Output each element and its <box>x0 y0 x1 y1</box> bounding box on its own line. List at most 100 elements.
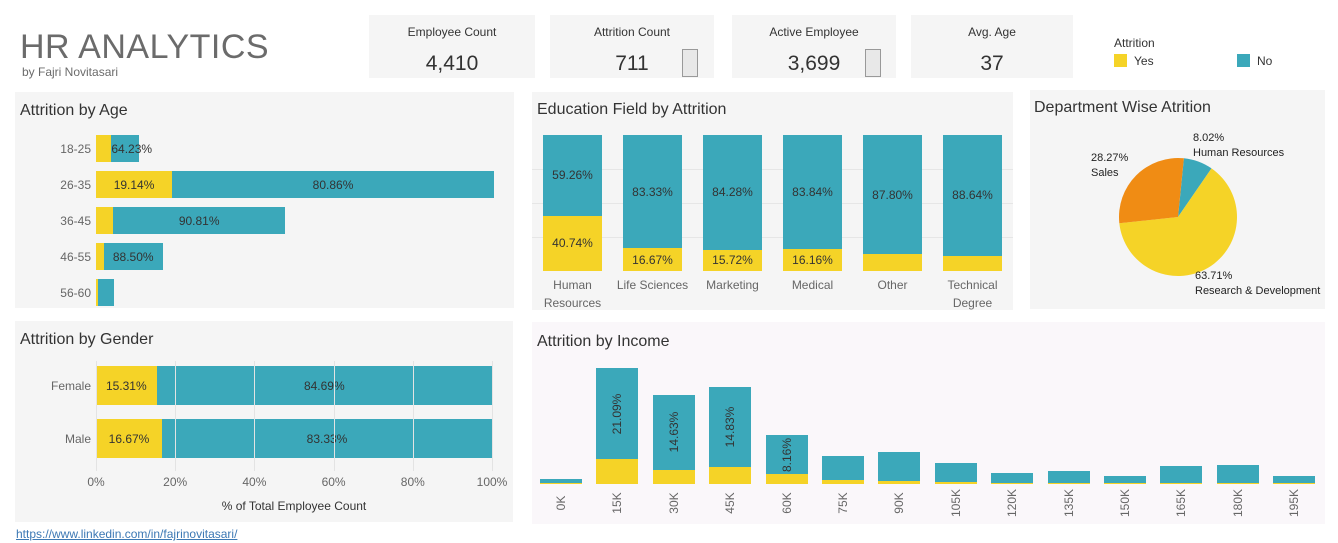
pie-label: 28.27% Sales <box>1091 151 1128 181</box>
department-pie <box>1119 158 1237 276</box>
edu-category-label: Technical <box>947 278 998 292</box>
edu-label-yes: 40.74% <box>552 236 593 251</box>
income-label: 21.09% <box>610 393 625 435</box>
age-bar-no <box>103 243 163 270</box>
kpi-label: Avg. Age <box>968 25 1016 39</box>
gender-bar-yes <box>96 419 162 458</box>
income-bar-no <box>1104 475 1146 484</box>
edu-bar-yes <box>623 248 682 271</box>
edu-gridline <box>532 203 1013 204</box>
edu-bar-no <box>943 135 1002 256</box>
edu-label-no: 87.80% <box>872 187 913 202</box>
edu-bar-no <box>703 135 762 250</box>
edu-gridline <box>532 169 1013 170</box>
age-category-label: 56-60 <box>60 286 91 300</box>
kpi-indicator[interactable] <box>865 49 881 77</box>
kpi-value: 37 <box>980 52 1004 75</box>
pie-label: 8.02% Human Resources <box>1193 131 1284 161</box>
chart-title: Department Wise Atrition <box>1034 99 1211 116</box>
kpi-label: Attrition Count <box>593 25 671 39</box>
gender-category-label: Female <box>50 379 91 393</box>
panel-attrition-by-gender: Attrition by Gender Female 15.31% 84.69% Ma… <box>15 321 513 522</box>
edu-label-yes: 16.16% <box>792 253 833 267</box>
income-x-tick: 120K <box>1005 488 1020 518</box>
edu-category-label: Resources <box>543 296 602 310</box>
income-bar-yes <box>765 474 808 484</box>
gender-x-tick: 40% <box>242 475 267 489</box>
edu-category-label: Degree <box>952 296 993 310</box>
kpi-label: Active Employee <box>769 25 859 39</box>
age-label-yes: 19.14% <box>113 178 155 192</box>
pie-slice-research-development[interactable] <box>1119 168 1237 276</box>
panel-department-attrition: Department Wise Atrition 8.02% Human Reso… <box>1030 90 1325 309</box>
income-bar-no <box>596 368 639 460</box>
pie-slice-sales[interactable] <box>1119 158 1184 224</box>
income-bar-yes <box>709 466 752 484</box>
income-x-tick: 135K <box>1061 488 1076 518</box>
income-x-tick: 180K <box>1230 488 1245 518</box>
age-bar-yes <box>96 243 104 270</box>
income-bar-no <box>1047 470 1090 483</box>
age-label-no: 64.23% <box>111 142 153 156</box>
kpi-indicator[interactable] <box>682 49 698 77</box>
gender-x-gridline <box>175 361 177 471</box>
age-category-label: 46-55 <box>60 250 91 264</box>
edu-label-no: 88.64% <box>952 188 993 203</box>
edu-label-yes: 16.67% <box>632 252 673 267</box>
edu-label-no: 83.84% <box>792 185 833 199</box>
age-category-label: 36-45 <box>60 214 91 228</box>
age-label-no: 88.50% <box>112 250 154 264</box>
age-bar-no <box>98 279 114 306</box>
gender-x-tick: 0% <box>87 475 105 489</box>
age-bar-yes <box>96 279 99 306</box>
edu-bar-yes <box>943 255 1002 271</box>
income-bar-yes <box>991 482 1034 484</box>
edu-category-label: Human <box>553 278 592 292</box>
income-bar-no <box>765 435 808 475</box>
edu-label-no: 84.28% <box>712 185 753 200</box>
income-bar-no <box>709 386 752 467</box>
legend-item-yes[interactable]: Yes <box>1114 54 1154 68</box>
income-bar-no <box>934 462 977 482</box>
gender-bar-no <box>162 419 492 458</box>
linkedin-link[interactable]: https://www.linkedin.com/in/fajrinovitas… <box>16 527 238 541</box>
age-label-no: 80.86% <box>312 178 354 192</box>
income-x-tick: 105K <box>948 488 963 518</box>
gender-label-no: 84.69% <box>303 379 345 393</box>
income-bar-no <box>1160 465 1203 483</box>
gender-x-gridline <box>96 361 97 471</box>
income-bar-yes <box>878 480 921 484</box>
income-bar-no <box>991 473 1034 483</box>
age-bar-no <box>113 207 285 234</box>
income-x-tick: 15K <box>610 492 625 514</box>
age-bar-yes <box>96 171 173 198</box>
income-bar-yes <box>822 479 864 484</box>
pie-label-value: 63.71% <box>1195 270 1233 282</box>
income-bar-yes <box>596 459 639 484</box>
income-bar-no <box>652 394 695 471</box>
income-bar-no <box>1216 465 1259 483</box>
income-bar-yes <box>1047 482 1090 484</box>
income-x-tick: 75K <box>836 492 850 514</box>
edu-label-no: 59.26% <box>552 168 593 183</box>
panel-attrition-by-income: Attrition by Income 0K 21.09% 15K 14.63% 30K… <box>532 322 1325 524</box>
income-x-tick: 150K <box>1118 488 1132 518</box>
edu-label-no: 83.33% <box>632 184 673 199</box>
income-label: 14.63% <box>666 412 681 453</box>
chart-title: Education Field by Attrition <box>537 101 727 118</box>
pie-slice-human-resources[interactable] <box>1178 158 1212 217</box>
income-bar-yes <box>1273 483 1316 484</box>
kpi-value: 4,410 <box>425 52 479 75</box>
legend-item-no[interactable]: No <box>1237 54 1272 68</box>
income-bar-yes <box>1160 482 1203 484</box>
kpi-value: 3,699 <box>787 52 841 75</box>
edu-bar-no <box>543 135 602 216</box>
edu-category-label: Marketing <box>706 278 759 292</box>
edu-bar-yes <box>783 249 842 271</box>
income-label: 14.83% <box>723 406 738 448</box>
legend-label: No <box>1257 54 1273 68</box>
income-bar-no <box>1273 475 1316 484</box>
kpi-label: Employee Count <box>407 25 497 39</box>
gender-label-yes: 15.31% <box>105 379 147 393</box>
gender-x-gridline <box>492 361 493 471</box>
